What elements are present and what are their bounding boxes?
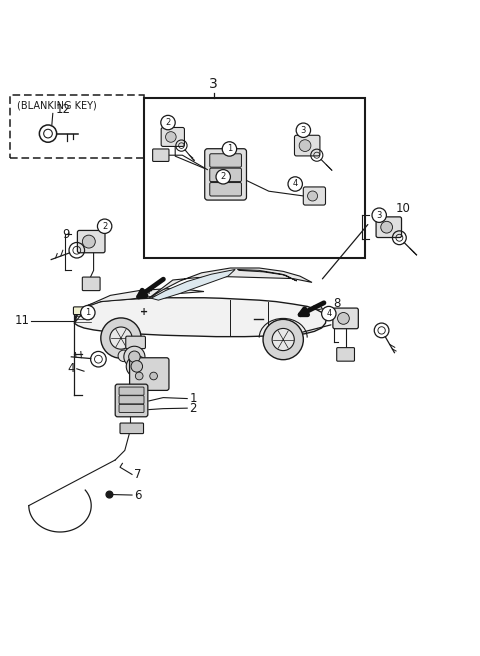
Text: 11: 11 — [15, 314, 30, 327]
Circle shape — [81, 306, 95, 320]
Circle shape — [372, 208, 386, 222]
Text: 9: 9 — [62, 228, 70, 241]
FancyBboxPatch shape — [161, 127, 184, 146]
FancyBboxPatch shape — [119, 396, 144, 404]
Circle shape — [299, 140, 311, 152]
FancyBboxPatch shape — [210, 182, 241, 196]
FancyBboxPatch shape — [204, 149, 247, 200]
Circle shape — [150, 372, 157, 380]
Circle shape — [322, 306, 336, 321]
Text: +: + — [145, 285, 153, 296]
Circle shape — [288, 177, 302, 191]
Text: 4: 4 — [293, 180, 298, 188]
FancyBboxPatch shape — [337, 348, 354, 361]
FancyBboxPatch shape — [77, 230, 105, 253]
FancyBboxPatch shape — [295, 135, 320, 156]
Circle shape — [381, 221, 393, 233]
Text: 5: 5 — [130, 340, 137, 353]
Circle shape — [263, 319, 303, 359]
FancyBboxPatch shape — [376, 217, 401, 237]
FancyBboxPatch shape — [120, 423, 144, 434]
Circle shape — [118, 350, 130, 361]
Text: 1: 1 — [85, 308, 90, 317]
Text: 4: 4 — [326, 309, 331, 318]
Circle shape — [101, 318, 141, 358]
Polygon shape — [149, 268, 312, 298]
FancyBboxPatch shape — [73, 307, 86, 315]
FancyBboxPatch shape — [210, 154, 241, 167]
Text: +: + — [140, 307, 148, 317]
Text: 3: 3 — [376, 211, 382, 220]
Circle shape — [110, 327, 132, 349]
Polygon shape — [151, 270, 235, 300]
Circle shape — [296, 123, 311, 138]
Circle shape — [126, 356, 147, 377]
Text: 1: 1 — [190, 392, 197, 405]
FancyBboxPatch shape — [119, 387, 144, 395]
Circle shape — [97, 219, 112, 234]
Circle shape — [337, 312, 349, 324]
Text: 2: 2 — [190, 401, 197, 415]
Circle shape — [124, 346, 145, 367]
FancyBboxPatch shape — [126, 336, 145, 348]
Text: 7: 7 — [134, 468, 142, 481]
Circle shape — [166, 132, 176, 142]
Text: 4: 4 — [67, 362, 74, 375]
FancyBboxPatch shape — [83, 277, 100, 291]
Text: 1: 1 — [227, 144, 232, 154]
Circle shape — [272, 329, 294, 350]
Circle shape — [222, 142, 237, 156]
Text: 12: 12 — [55, 103, 70, 116]
Text: 2: 2 — [166, 118, 170, 127]
FancyBboxPatch shape — [303, 187, 325, 205]
Text: 3: 3 — [300, 126, 306, 134]
Circle shape — [106, 491, 113, 498]
Text: (BLANKING KEY): (BLANKING KEY) — [17, 100, 96, 110]
Polygon shape — [312, 306, 323, 310]
Text: 10: 10 — [396, 203, 411, 215]
Text: 3: 3 — [209, 77, 218, 91]
Circle shape — [161, 115, 175, 130]
Text: 2: 2 — [221, 173, 226, 181]
Circle shape — [131, 361, 143, 372]
FancyBboxPatch shape — [210, 168, 241, 182]
FancyBboxPatch shape — [115, 384, 148, 417]
FancyBboxPatch shape — [333, 308, 358, 329]
Text: 8: 8 — [334, 297, 341, 310]
Text: 6: 6 — [134, 489, 142, 502]
Polygon shape — [74, 298, 326, 337]
Circle shape — [216, 170, 230, 184]
Polygon shape — [74, 289, 204, 323]
Text: 2: 2 — [102, 222, 107, 231]
FancyBboxPatch shape — [119, 404, 144, 413]
Polygon shape — [238, 270, 297, 281]
Circle shape — [129, 351, 140, 363]
Circle shape — [135, 372, 143, 380]
FancyBboxPatch shape — [153, 149, 169, 161]
Circle shape — [83, 235, 96, 248]
FancyBboxPatch shape — [130, 358, 169, 390]
Circle shape — [308, 191, 318, 201]
